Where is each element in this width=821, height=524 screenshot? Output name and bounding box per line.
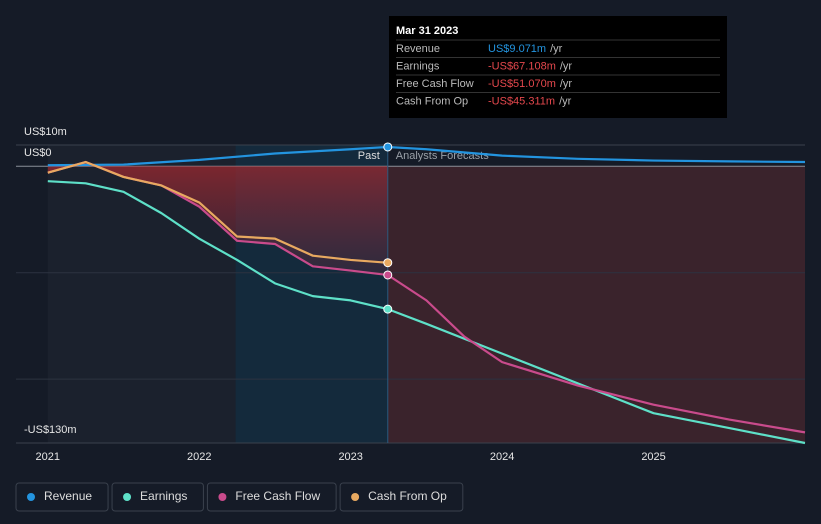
y-tick-label: US$10m — [24, 126, 67, 138]
tooltip-value: -US$45.311m — [488, 95, 555, 107]
legend-box[interactable] — [206, 482, 337, 512]
legend-box[interactable] — [339, 482, 464, 512]
x-tick-label: 2024 — [490, 451, 514, 463]
legend-dot — [218, 493, 227, 501]
tooltip-name: Cash From Op — [396, 95, 468, 107]
legend-box[interactable] — [111, 482, 204, 512]
series-line — [47, 145, 806, 167]
x-tick-label: 2022 — [187, 451, 211, 463]
series-line — [47, 180, 806, 445]
past-label: Past — [358, 150, 380, 162]
forecast-region — [387, 166, 805, 444]
tooltip-name: Revenue — [396, 43, 440, 55]
tooltip-value: -US$67.108m — [488, 60, 556, 72]
x-tick-label: 2021 — [36, 451, 60, 463]
hover-dot — [383, 270, 393, 280]
tooltip-name: Free Cash Flow — [396, 78, 474, 90]
tooltip-unit: /yr — [560, 78, 573, 90]
tooltip-unit: /yr — [550, 43, 563, 55]
tooltip-value: US$9.071m — [488, 43, 546, 55]
tooltip: Mar 31 2023 Revenue US$9.071m/yr Earnings -U… — [389, 16, 727, 118]
legend-label: Earnings — [140, 489, 187, 503]
legend-dot — [351, 493, 360, 501]
y-tick-label: -US$130m — [24, 424, 77, 436]
x-tick-label: 2023 — [338, 451, 362, 463]
y-tick-label: US$0 — [24, 147, 52, 159]
hover-dot — [383, 304, 393, 314]
legend-item[interactable]: Revenue — [15, 482, 109, 512]
legend-box[interactable] — [15, 482, 109, 512]
hover-dot — [383, 142, 393, 152]
legend-item[interactable]: Earnings — [111, 482, 204, 512]
tooltip-box — [389, 16, 727, 118]
legend-label: Cash From Op — [368, 489, 447, 503]
legend-label: Free Cash Flow — [235, 489, 320, 503]
tooltip-unit: /yr — [559, 95, 572, 107]
legend-item[interactable]: Free Cash Flow — [206, 482, 337, 512]
legend-item[interactable]: Cash From Op — [339, 482, 464, 512]
tooltip-date: Mar 31 2023 — [396, 25, 458, 37]
tooltip-name: Earnings — [396, 60, 440, 72]
hover-dot — [383, 258, 393, 268]
legend-dot — [123, 493, 132, 501]
x-tick-label: 2025 — [641, 451, 665, 463]
series-line — [47, 160, 388, 264]
legend-dot — [27, 493, 35, 501]
tooltip-unit: /yr — [560, 60, 573, 72]
legend-label: Revenue — [44, 489, 92, 503]
tooltip-value: -US$51.070m — [488, 78, 556, 90]
